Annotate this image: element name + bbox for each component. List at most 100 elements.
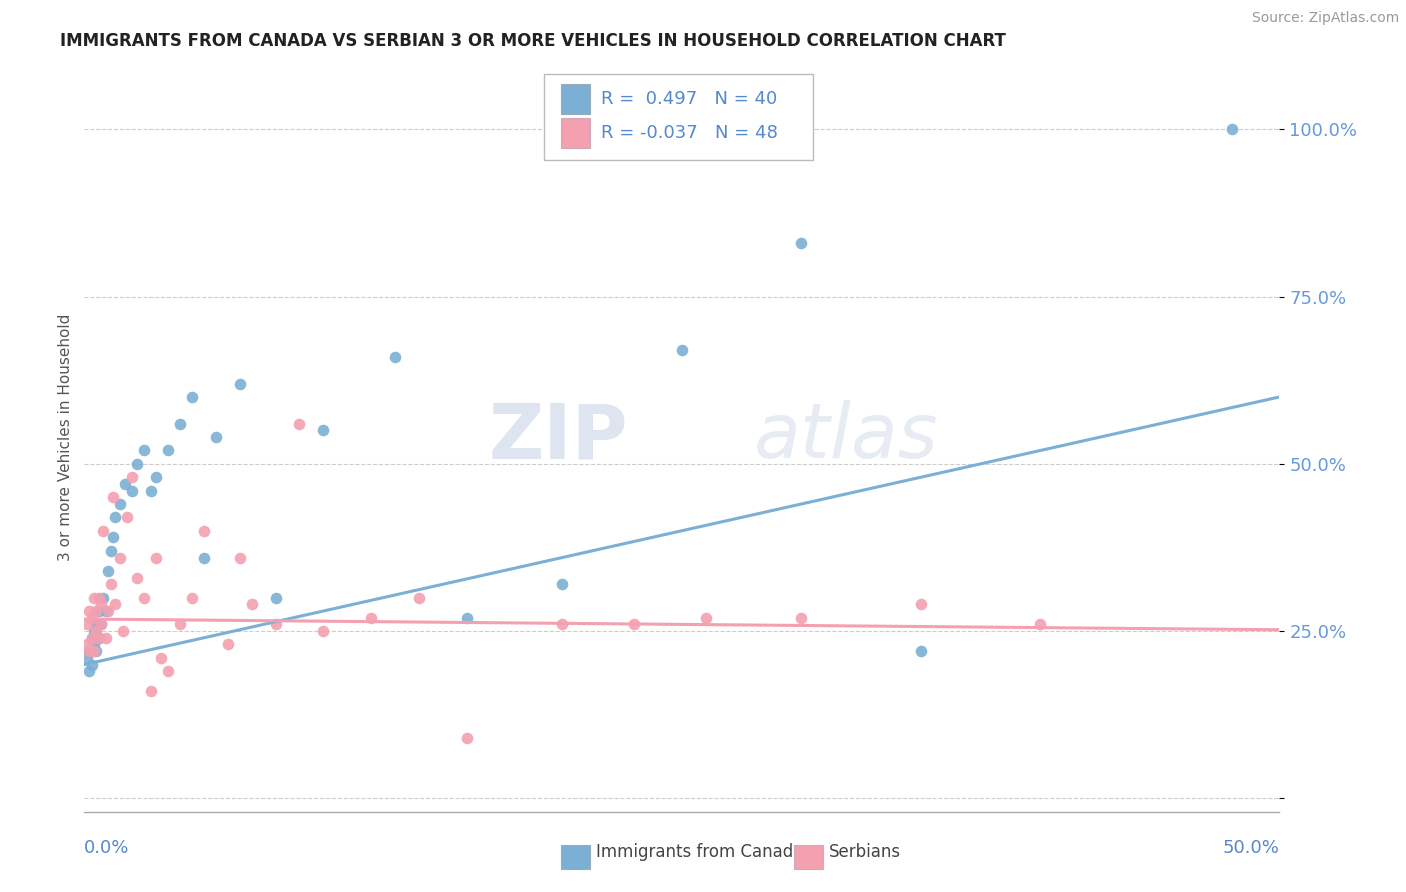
Point	[169, 417, 191, 431]
FancyBboxPatch shape	[544, 74, 814, 160]
Point	[104, 598, 127, 612]
Point	[86, 624, 108, 639]
Point	[77, 644, 100, 658]
Point	[145, 470, 167, 484]
Point	[76, 637, 98, 651]
Point	[169, 617, 191, 632]
Point	[90, 617, 112, 632]
Point	[87, 604, 110, 618]
Point	[93, 524, 115, 538]
Point	[110, 550, 132, 565]
Point	[145, 550, 167, 565]
Point	[910, 598, 932, 612]
Point	[86, 617, 108, 632]
Point	[132, 443, 156, 458]
Point	[80, 631, 103, 645]
Point	[157, 664, 180, 679]
FancyBboxPatch shape	[794, 845, 823, 869]
Point	[77, 664, 100, 679]
Text: Source: ZipAtlas.com: Source: ZipAtlas.com	[1251, 12, 1399, 25]
Point	[111, 624, 134, 639]
Point	[110, 497, 132, 511]
Text: atlas: atlas	[754, 401, 938, 474]
Point	[77, 644, 100, 658]
Point	[83, 644, 105, 658]
Point	[910, 644, 932, 658]
Point	[100, 577, 122, 591]
Point	[125, 571, 148, 585]
Point	[790, 236, 813, 251]
Point	[132, 591, 156, 605]
Point	[1220, 122, 1243, 136]
Point	[141, 483, 163, 498]
Point	[90, 598, 112, 612]
Point	[456, 731, 478, 746]
Point	[456, 611, 478, 625]
Point	[97, 604, 120, 618]
Text: Serbians: Serbians	[830, 843, 901, 861]
Point	[80, 611, 103, 625]
FancyBboxPatch shape	[561, 84, 591, 114]
Point	[193, 524, 215, 538]
Text: ZIP: ZIP	[489, 401, 628, 474]
Point	[114, 476, 136, 491]
Text: 50.0%: 50.0%	[1223, 839, 1279, 857]
Point	[695, 611, 717, 625]
Point	[125, 457, 148, 471]
Point	[83, 637, 105, 651]
Point	[671, 343, 693, 358]
Point	[121, 483, 143, 498]
Point	[229, 376, 252, 391]
FancyBboxPatch shape	[561, 118, 591, 148]
Point	[97, 564, 120, 578]
FancyBboxPatch shape	[561, 845, 591, 869]
Point	[117, 510, 139, 524]
Point	[87, 631, 110, 645]
Point	[149, 651, 172, 665]
Text: IMMIGRANTS FROM CANADA VS SERBIAN 3 OR MORE VEHICLES IN HOUSEHOLD CORRELATION CH: IMMIGRANTS FROM CANADA VS SERBIAN 3 OR M…	[60, 32, 1007, 50]
Point	[193, 550, 215, 565]
Point	[80, 657, 103, 672]
Point	[384, 350, 406, 364]
Point	[288, 417, 311, 431]
Point	[1029, 617, 1052, 632]
Point	[101, 530, 124, 544]
Point	[87, 631, 110, 645]
Point	[141, 684, 163, 698]
Point	[83, 591, 105, 605]
Point	[205, 430, 228, 444]
Point	[121, 470, 143, 484]
Point	[264, 617, 287, 632]
Point	[87, 591, 110, 605]
Text: R = -0.037   N = 48: R = -0.037 N = 48	[600, 124, 778, 142]
Point	[83, 624, 105, 639]
Point	[229, 550, 252, 565]
Point	[157, 443, 180, 458]
Point	[76, 617, 98, 632]
Text: R =  0.497   N = 40: R = 0.497 N = 40	[600, 90, 778, 108]
Point	[790, 611, 813, 625]
Point	[94, 604, 117, 618]
Point	[76, 651, 98, 665]
Point	[104, 510, 127, 524]
Point	[94, 631, 117, 645]
Text: 0.0%: 0.0%	[84, 839, 129, 857]
Point	[93, 591, 115, 605]
Point	[77, 604, 100, 618]
Point	[80, 631, 103, 645]
Point	[181, 591, 204, 605]
Text: Immigrants from Canada: Immigrants from Canada	[596, 843, 803, 861]
Point	[312, 424, 335, 438]
Point	[86, 644, 108, 658]
Point	[181, 390, 204, 404]
Point	[264, 591, 287, 605]
Point	[101, 491, 124, 505]
Point	[100, 544, 122, 558]
Point	[240, 598, 263, 612]
Y-axis label: 3 or more Vehicles in Household: 3 or more Vehicles in Household	[58, 313, 73, 561]
Point	[623, 617, 645, 632]
Point	[551, 617, 574, 632]
Point	[360, 611, 382, 625]
Point	[90, 617, 112, 632]
Point	[86, 604, 108, 618]
